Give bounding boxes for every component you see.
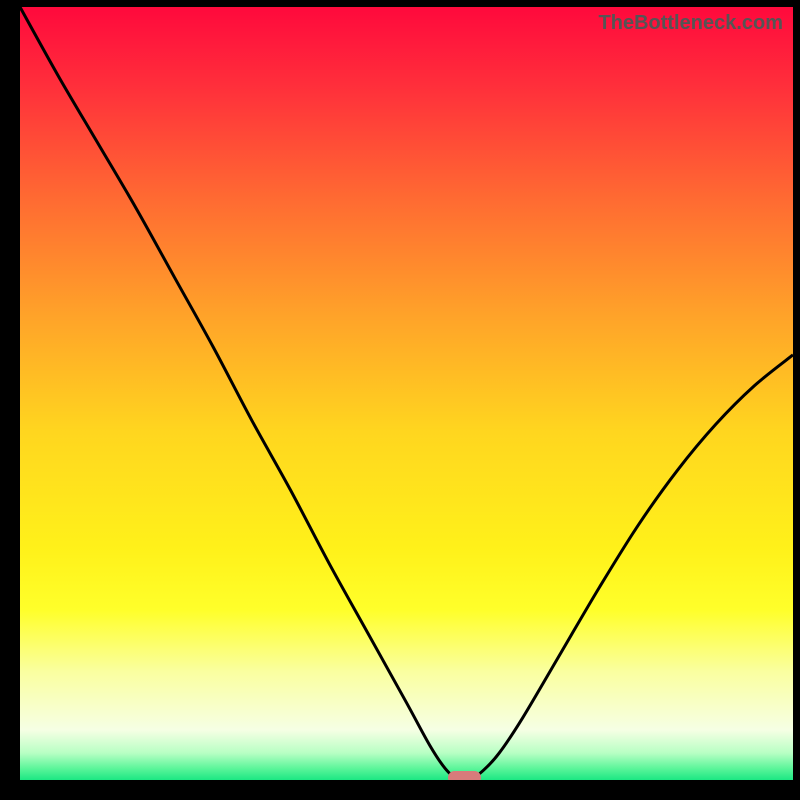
chart-frame: TheBottleneck.com <box>0 0 800 800</box>
bottleneck-curve <box>20 7 793 780</box>
watermark-text: TheBottleneck.com <box>599 12 783 35</box>
optimal-marker <box>448 771 480 780</box>
plot-area: TheBottleneck.com <box>20 7 793 780</box>
